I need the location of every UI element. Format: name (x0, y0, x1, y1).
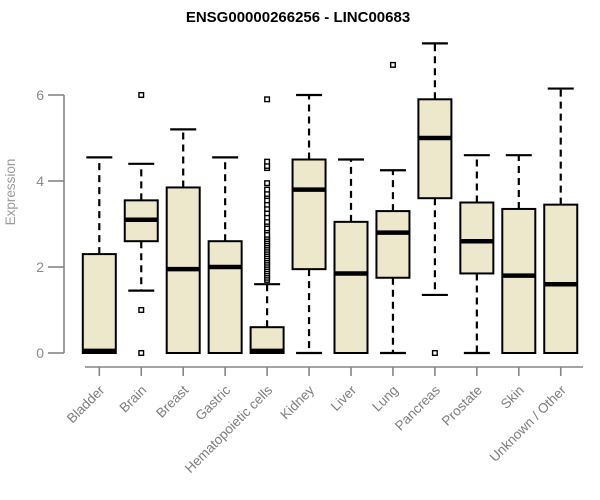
box-group-gastric (207, 156, 243, 354)
outlier-point (389, 61, 396, 68)
box-group-bladder (81, 156, 117, 355)
iqr-box (417, 98, 453, 200)
box-group-brain (123, 91, 159, 357)
chart-title: ENSG00000266256 - LINC00683 (186, 9, 410, 26)
box-group-prostate (459, 154, 495, 355)
y-tick-label: 6 (36, 87, 44, 103)
category-label-bladder: Bladder (64, 382, 108, 426)
iqr-box (207, 240, 243, 354)
box-group-skin (501, 154, 537, 354)
iqr-box (333, 220, 369, 354)
iqr-box (81, 253, 117, 355)
box-group-kidney (291, 93, 327, 355)
category-label-unknown-other: Unknown / Other (487, 382, 570, 465)
category-label-prostate: Prostate (439, 383, 485, 429)
iqr-box (375, 210, 411, 279)
box-group-hematopoietic-cells (249, 96, 285, 355)
category-label-breast: Breast (153, 382, 191, 420)
outlier-point (138, 307, 145, 314)
y-axis-label: Expression (3, 159, 18, 226)
category-label-gastric: Gastric (192, 382, 233, 423)
box-group-breast (165, 128, 201, 354)
iqr-box (501, 207, 537, 354)
box-group-pancreas (417, 42, 453, 357)
y-tick-label: 2 (36, 259, 44, 275)
box-group-unknown-other (543, 87, 579, 354)
outlier-point (138, 91, 145, 98)
category-label-kidney: Kidney (277, 382, 317, 422)
category-label-brain: Brain (116, 383, 149, 416)
plot-area: 0 2 4 6 Bladder Brain Breast GastricHematopoiet… (36, 42, 583, 476)
y-tick-label: 0 (36, 345, 44, 361)
y-tick-label: 4 (36, 173, 44, 189)
outlier-point (264, 186, 271, 193)
category-label-liver: Liver (328, 382, 360, 414)
iqr-box (291, 158, 327, 271)
outlier-point (264, 158, 271, 165)
outlier-point (264, 180, 271, 187)
outlier-point (138, 350, 145, 357)
iqr-box (459, 201, 495, 275)
outlier-point (264, 96, 271, 103)
outlier-point (431, 350, 438, 357)
category-label-pancreas: Pancreas (392, 382, 443, 433)
box-group-lung (375, 61, 411, 355)
box-group-liver (333, 158, 369, 354)
y-axis: 0 2 4 6 (36, 87, 65, 361)
category-label-skin: Skin (498, 383, 527, 412)
iqr-box (543, 203, 579, 354)
category-label-lung: Lung (369, 383, 401, 415)
